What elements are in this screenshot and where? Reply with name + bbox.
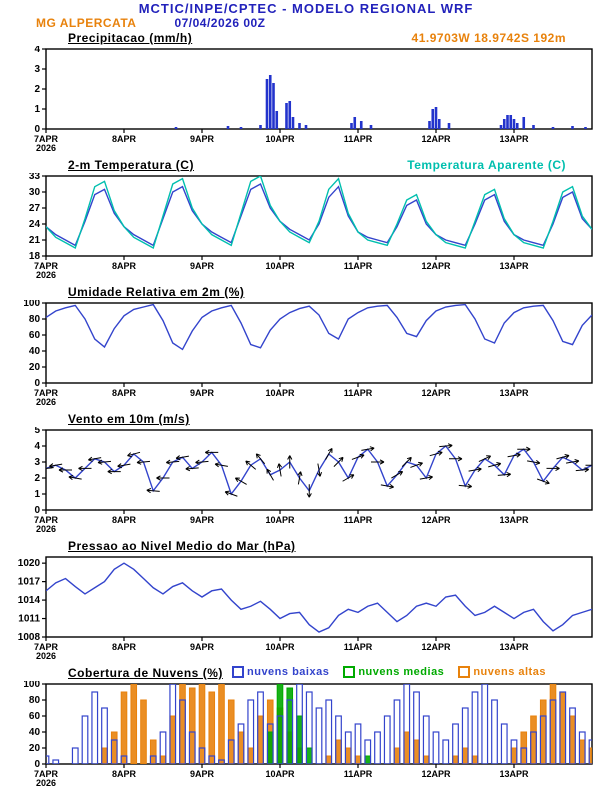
high-clouds-swatch-icon xyxy=(458,666,471,678)
low-clouds-swatch-icon xyxy=(232,666,244,678)
legend-mid-clouds: nuvens medias xyxy=(343,666,444,678)
precipitation-title: Precipitacao (mm/h) xyxy=(68,31,193,45)
panel-cloud-cover-titlebar: Cobertura de Nuvens (%) nuvens baixas nu… xyxy=(0,665,612,681)
wind-chart xyxy=(0,427,612,533)
cloud-cover-chart xyxy=(0,681,612,787)
header-subtitle: MG ALPERCATA 07/04/2026 00Z xyxy=(36,16,266,30)
station-name: MG ALPERCATA xyxy=(36,16,137,30)
page-title: MCTIC/INPE/CPTEC - MODELO REGIONAL WRF xyxy=(138,1,474,16)
run-datetime: 07/04/2026 00Z xyxy=(174,16,266,30)
panel-pressure-titlebar: Pressao ao Nivel Medio do Mar (hPa) xyxy=(0,538,612,554)
legend-low-clouds-label: nuvens baixas xyxy=(247,666,330,678)
legend-mid-clouds-label: nuvens medias xyxy=(358,666,445,678)
station-coordinates: 41.9703W 18.9742S 192m xyxy=(411,31,566,45)
humidity-title: Umidade Relativa em 2m (%) xyxy=(68,285,245,299)
wind-title: Vento em 10m (m/s) xyxy=(68,412,190,426)
precipitation-chart xyxy=(0,46,612,152)
humidity-chart xyxy=(0,300,612,406)
panel-wind: Vento em 10m (m/s) xyxy=(0,411,612,538)
temperature-chart xyxy=(0,173,612,279)
panel-temperature: 2-m Temperatura (C) Temperatura Aparente… xyxy=(0,157,612,284)
apparent-temperature-title: Temperatura Aparente (C) xyxy=(407,158,566,172)
panel-precipitation: Precipitacao (mm/h) 41.9703W 18.9742S 19… xyxy=(0,30,612,157)
header: MCTIC/INPE/CPTEC - MODELO REGIONAL WRF M… xyxy=(0,0,612,30)
mid-clouds-swatch-icon xyxy=(343,666,356,678)
panel-pressure: Pressao ao Nivel Medio do Mar (hPa) xyxy=(0,538,612,665)
panel-temperature-titlebar: 2-m Temperatura (C) Temperatura Aparente… xyxy=(0,157,612,173)
panel-humidity-titlebar: Umidade Relativa em 2m (%) xyxy=(0,284,612,300)
panel-precipitation-titlebar: Precipitacao (mm/h) 41.9703W 18.9742S 19… xyxy=(0,30,612,46)
temperature-title: 2-m Temperatura (C) xyxy=(68,158,194,172)
panel-cloud-cover: Cobertura de Nuvens (%) nuvens baixas nu… xyxy=(0,665,612,792)
cloud-cover-title: Cobertura de Nuvens (%) xyxy=(68,666,223,680)
legend-high-clouds: nuvens altas xyxy=(458,666,546,678)
cloud-legend: nuvens baixas nuvens medias nuvens altas xyxy=(232,666,546,678)
panel-wind-titlebar: Vento em 10m (m/s) xyxy=(0,411,612,427)
legend-low-clouds: nuvens baixas xyxy=(232,666,329,678)
pressure-title: Pressao ao Nivel Medio do Mar (hPa) xyxy=(68,539,296,553)
pressure-chart xyxy=(0,554,612,660)
legend-high-clouds-label: nuvens altas xyxy=(473,666,546,678)
panel-humidity: Umidade Relativa em 2m (%) xyxy=(0,284,612,411)
